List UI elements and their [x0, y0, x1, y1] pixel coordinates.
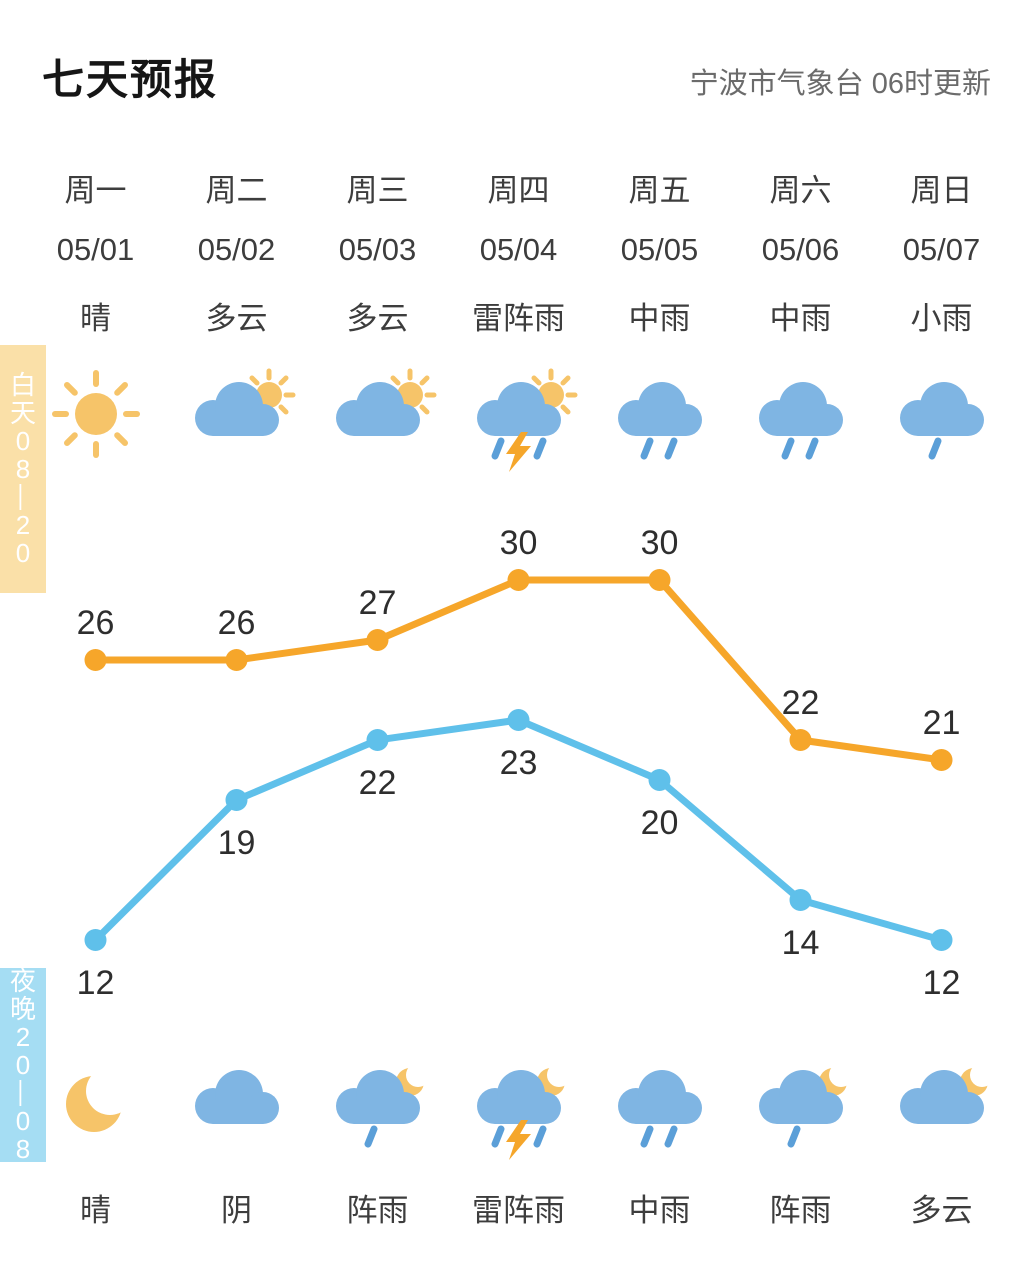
night-weather-icon-row — [0, 1048, 1027, 1163]
night-low-temp-point — [648, 769, 671, 791]
rain-1-moon-icon — [730, 1048, 871, 1163]
rain-2-glyph — [617, 381, 702, 459]
day-condition-label: 中雨 — [628, 301, 691, 336]
cloud-moon-glyph — [899, 1062, 994, 1124]
date-row: 05/01 05/02 05/03 05/04 05/05 05/06 05/07 — [0, 229, 1027, 271]
moon-icon — [25, 1048, 166, 1163]
day-high-temp-point — [366, 629, 389, 651]
day-condition-label: 小雨 — [910, 301, 973, 336]
cloud-sun-icon — [307, 360, 448, 475]
night-low-temp-value-label: 12 — [923, 964, 961, 1002]
date-label: 05/07 — [902, 232, 981, 267]
date-label: 05/05 — [620, 232, 699, 267]
sun-glyph — [51, 369, 140, 458]
rain-1-glyph — [899, 381, 984, 459]
night-low-temp-point — [84, 929, 107, 951]
rain-1-icon — [871, 360, 1012, 475]
cloud-glyph — [194, 1069, 279, 1124]
day-high-temp-point — [225, 649, 248, 671]
page-title: 七天预报 — [42, 56, 219, 103]
rain-1-moon-icon — [307, 1048, 448, 1163]
day-high-temp-value-label: 27 — [359, 584, 397, 622]
day-high-temp-value-label: 26 — [218, 604, 256, 642]
rain-2-glyph — [617, 1069, 702, 1147]
night-low-temp-point — [930, 929, 953, 951]
day-condition-label: 中雨 — [769, 301, 832, 336]
night-condition-label: 雷阵雨 — [472, 1193, 565, 1228]
source-label: 宁波市气象台 06时更新 — [689, 68, 991, 100]
night-low-temp-point — [366, 729, 389, 751]
temperature-line-chart: 26 26 27 30 30 22 21 12 19 22 23 20 14 12 — [77, 524, 961, 1002]
cloud-icon — [166, 1048, 307, 1163]
rain-1-moon-glyph — [335, 1062, 430, 1147]
weekday-label: 周三 — [346, 173, 409, 208]
night-side-label: 夜晚 2 0—0 8 — [0, 967, 46, 1163]
day-high-temp-point — [930, 749, 953, 771]
daytime-side-label: 白天 0 8—2 0 — [0, 345, 46, 593]
date-label: 05/06 — [761, 232, 840, 267]
cloud-sun-glyph — [194, 368, 295, 436]
night-condition-label: 多云 — [910, 1193, 973, 1228]
day-condition-label: 雷阵雨 — [472, 301, 565, 336]
day-weather-icon-row — [0, 360, 1027, 475]
moon-glyph — [65, 1066, 134, 1132]
date-label: 05/02 — [197, 232, 276, 267]
day-condition-row: 晴 多云 多云 雷阵雨 中雨 中雨 小雨 — [0, 293, 1027, 336]
night-condition-label: 晴 — [80, 1193, 111, 1228]
weekday-label: 周四 — [487, 173, 550, 208]
thunder-rain-moon-glyph — [476, 1062, 571, 1160]
night-low-temp-value-label: 22 — [359, 764, 397, 802]
day-high-temp-value-label: 30 — [500, 524, 538, 562]
thunder-rain-moon-icon — [448, 1048, 589, 1163]
day-high-temp-value-label: 22 — [782, 684, 820, 722]
cloud-moon-icon — [871, 1048, 1012, 1163]
night-low-temp-value-label: 23 — [500, 744, 538, 782]
night-low-temp-value-label: 12 — [77, 964, 115, 1002]
weekday-label: 周五 — [628, 173, 691, 208]
day-high-temp-point — [789, 729, 812, 751]
rain-2-glyph — [758, 381, 843, 459]
weekday-label: 周一 — [64, 173, 127, 208]
day-condition-label: 多云 — [205, 301, 268, 336]
night-low-temp-point — [507, 709, 530, 731]
night-condition-label: 阴 — [221, 1193, 252, 1228]
night-condition-row: 晴 阴 阵雨 雷阵雨 中雨 阵雨 多云 — [0, 1185, 1027, 1228]
cloud-sun-glyph — [335, 368, 436, 436]
rain-2-icon — [589, 360, 730, 475]
thunder-rain-sun-glyph — [476, 368, 577, 472]
weekday-label: 周日 — [910, 173, 973, 208]
day-high-temp-value-label: 21 — [923, 704, 961, 742]
night-low-temp-point — [789, 889, 812, 911]
night-low-temp-value-label: 14 — [782, 924, 820, 962]
weekday-label: 周二 — [205, 173, 268, 208]
day-condition-label: 晴 — [80, 301, 111, 336]
night-low-temp-value-label: 20 — [641, 804, 679, 842]
rain-2-icon — [589, 1048, 730, 1163]
weekday-row: 周一 周二 周三 周四 周五 周六 周日 — [0, 165, 1027, 208]
night-low-temp-point — [225, 789, 248, 811]
day-high-temp-value-label: 26 — [77, 604, 115, 642]
night-low-temp-value-label: 19 — [218, 824, 256, 862]
date-label: 05/01 — [56, 232, 135, 267]
rain-2-icon — [730, 360, 871, 475]
date-label: 05/04 — [479, 232, 558, 267]
day-high-temp-value-label: 30 — [641, 524, 679, 562]
date-label: 05/03 — [338, 232, 417, 267]
night-condition-label: 阵雨 — [346, 1193, 409, 1228]
night-condition-label: 中雨 — [628, 1193, 691, 1228]
weekday-label: 周六 — [769, 173, 832, 208]
day-high-temp-point — [507, 569, 530, 591]
day-condition-label: 多云 — [346, 301, 409, 336]
night-condition-label: 阵雨 — [769, 1193, 832, 1228]
cloud-sun-icon — [166, 360, 307, 475]
thunder-rain-sun-icon — [448, 360, 589, 475]
rain-1-moon-glyph — [758, 1062, 853, 1147]
day-high-temp-point — [84, 649, 107, 671]
sun-icon — [25, 360, 166, 475]
day-high-temp-point — [648, 569, 671, 591]
